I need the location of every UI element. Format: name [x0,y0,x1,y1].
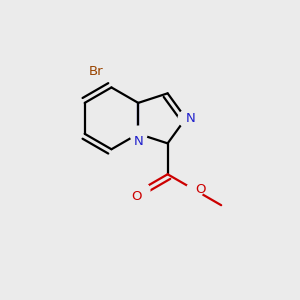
Text: O: O [131,190,142,203]
Text: N: N [185,112,195,125]
Text: O: O [195,183,206,196]
Text: N: N [133,135,143,148]
Text: Br: Br [89,65,104,78]
